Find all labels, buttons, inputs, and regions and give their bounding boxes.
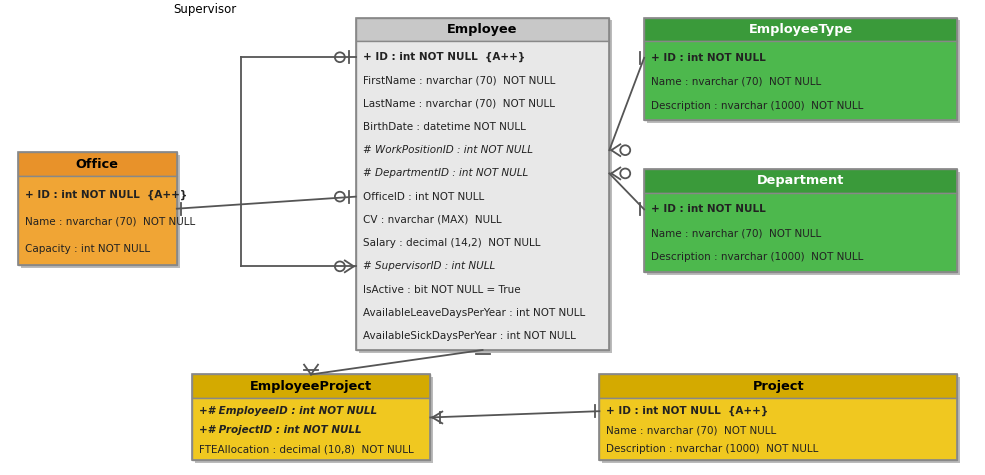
FancyBboxPatch shape [644, 192, 957, 272]
Text: OfficeID : int NOT NULL: OfficeID : int NOT NULL [362, 191, 484, 202]
Text: Office: Office [76, 158, 119, 171]
Text: + ID : int NOT NULL  {A++}: + ID : int NOT NULL {A++} [25, 190, 187, 200]
Text: EmployeeType: EmployeeType [749, 23, 853, 36]
Text: Project: Project [753, 380, 804, 393]
FancyBboxPatch shape [647, 172, 960, 275]
Text: Description : nvarchar (1000)  NOT NULL: Description : nvarchar (1000) NOT NULL [607, 444, 819, 454]
FancyBboxPatch shape [600, 374, 957, 398]
Text: Name : nvarchar (70)  NOT NULL: Name : nvarchar (70) NOT NULL [651, 228, 821, 238]
Text: CV : nvarchar (MAX)  NULL: CV : nvarchar (MAX) NULL [362, 215, 501, 225]
FancyBboxPatch shape [18, 176, 176, 265]
FancyBboxPatch shape [192, 374, 430, 398]
Text: + ID : int NOT NULL: + ID : int NOT NULL [651, 53, 766, 63]
Text: LastName : nvarchar (70)  NOT NULL: LastName : nvarchar (70) NOT NULL [362, 99, 555, 109]
Text: Description : nvarchar (1000)  NOT NULL: Description : nvarchar (1000) NOT NULL [651, 252, 864, 262]
Text: FTEAllocation : decimal (10,8)  NOT NULL: FTEAllocation : decimal (10,8) NOT NULL [199, 444, 414, 454]
Text: Name : nvarchar (70)  NOT NULL: Name : nvarchar (70) NOT NULL [651, 77, 821, 87]
Text: FirstName : nvarchar (70)  NOT NULL: FirstName : nvarchar (70) NOT NULL [362, 76, 556, 86]
Text: + ID : int NOT NULL  {A++}: + ID : int NOT NULL {A++} [607, 406, 768, 416]
FancyBboxPatch shape [647, 20, 960, 123]
Text: Supervisor: Supervisor [173, 3, 236, 16]
Text: Salary : decimal (14,2)  NOT NULL: Salary : decimal (14,2) NOT NULL [362, 238, 540, 248]
Text: Name : nvarchar (70)  NOT NULL: Name : nvarchar (70) NOT NULL [25, 217, 195, 227]
Text: + ID : int NOT NULL  {A++}: + ID : int NOT NULL {A++} [362, 52, 525, 62]
Text: # WorkPositionID : int NOT NULL: # WorkPositionID : int NOT NULL [362, 145, 533, 155]
FancyBboxPatch shape [356, 18, 610, 41]
Text: # DepartmentID : int NOT NULL: # DepartmentID : int NOT NULL [362, 169, 528, 179]
FancyBboxPatch shape [21, 155, 180, 268]
Text: Department: Department [757, 174, 844, 187]
Text: AvailableSickDaysPerYear : int NOT NULL: AvailableSickDaysPerYear : int NOT NULL [362, 331, 575, 341]
FancyBboxPatch shape [644, 18, 957, 41]
Text: AvailableLeaveDaysPerYear : int NOT NULL: AvailableLeaveDaysPerYear : int NOT NULL [362, 308, 585, 318]
FancyBboxPatch shape [600, 398, 957, 460]
Text: EmployeeProject: EmployeeProject [250, 380, 372, 393]
Text: Employee: Employee [447, 23, 518, 36]
FancyBboxPatch shape [603, 377, 960, 464]
Text: +# EmployeeID : int NOT NULL: +# EmployeeID : int NOT NULL [199, 406, 377, 416]
Text: + ID : int NOT NULL: + ID : int NOT NULL [651, 204, 766, 214]
FancyBboxPatch shape [192, 398, 430, 460]
FancyBboxPatch shape [356, 41, 610, 350]
Text: # SupervisorID : int NULL: # SupervisorID : int NULL [362, 261, 495, 271]
Text: Capacity : int NOT NULL: Capacity : int NOT NULL [25, 244, 150, 254]
Text: Description : nvarchar (1000)  NOT NULL: Description : nvarchar (1000) NOT NULL [651, 101, 864, 111]
Text: Name : nvarchar (70)  NOT NULL: Name : nvarchar (70) NOT NULL [607, 425, 776, 435]
Text: IsActive : bit NOT NULL = True: IsActive : bit NOT NULL = True [362, 285, 520, 294]
Text: +# ProjectID : int NOT NULL: +# ProjectID : int NOT NULL [199, 425, 361, 435]
Text: BirthDate : datetime NOT NULL: BirthDate : datetime NOT NULL [362, 122, 526, 132]
FancyBboxPatch shape [18, 152, 176, 176]
FancyBboxPatch shape [195, 377, 433, 464]
FancyBboxPatch shape [359, 20, 613, 353]
FancyBboxPatch shape [644, 41, 957, 120]
FancyBboxPatch shape [644, 169, 957, 192]
